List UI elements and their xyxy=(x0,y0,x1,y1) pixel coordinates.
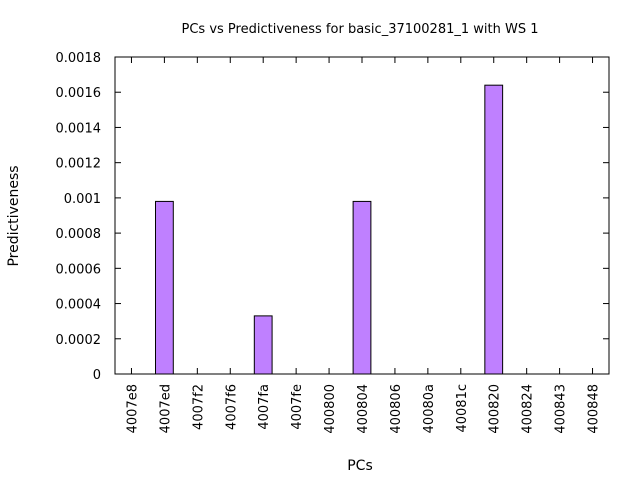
x-tick-label: 4007f2 xyxy=(191,384,206,430)
x-tick-label: 4007e8 xyxy=(125,384,140,433)
bar-4007ed xyxy=(155,200,174,375)
x-tick-label: 40081c xyxy=(455,384,470,433)
x-tick-label: 4007fe xyxy=(290,384,305,430)
bar-400820 xyxy=(484,84,504,375)
x-tick-label: 4007ed xyxy=(158,384,173,433)
x-tick-label: 400806 xyxy=(389,384,404,434)
x-axis-label: PCs xyxy=(347,458,373,474)
y-tick-label: 0.0004 xyxy=(56,298,102,313)
y-tick-label: 0.001 xyxy=(64,192,101,207)
y-tick-label: 0.0016 xyxy=(56,86,102,101)
plot-frame xyxy=(114,56,610,375)
y-tick-label: 0.0014 xyxy=(56,121,102,136)
y-axis-label: Predictiveness xyxy=(6,165,22,266)
x-tick-label: 400848 xyxy=(587,384,602,434)
x-tick-label: 400824 xyxy=(521,384,536,434)
y-tick-label: 0.0002 xyxy=(56,333,102,348)
y-tick-label: 0.0008 xyxy=(56,227,102,242)
bar-400804 xyxy=(352,200,372,375)
x-tick-label: 4007fa xyxy=(257,384,272,430)
y-tick-label: 0.0012 xyxy=(56,157,102,172)
y-tick-label: 0.0018 xyxy=(56,51,102,66)
x-tick-labels: 4007e8 4007ed 4007f2 4007f6 4007fa 4007fe 4008… xyxy=(125,384,601,434)
chart-title: PCs vs Predictiveness for basic_37100281… xyxy=(182,22,539,37)
x-tick-label: 400800 xyxy=(323,384,338,434)
x-tick-label: 400804 xyxy=(356,384,371,434)
x-tick-label: 40080a xyxy=(422,384,437,433)
x-tick-label: 400820 xyxy=(488,384,503,434)
y-tick-label: 0.0006 xyxy=(56,262,102,277)
y-tick-label: 0 xyxy=(93,368,101,383)
bar-4007fa xyxy=(253,315,273,375)
x-tick-label: 4007f6 xyxy=(224,384,239,430)
bars xyxy=(155,84,504,375)
y-tick-labels: 0 0.0002 0.0004 0.0006 0.0008 0.001 0.0012 0.00… xyxy=(56,51,102,383)
x-tick-label: 400843 xyxy=(554,384,569,434)
